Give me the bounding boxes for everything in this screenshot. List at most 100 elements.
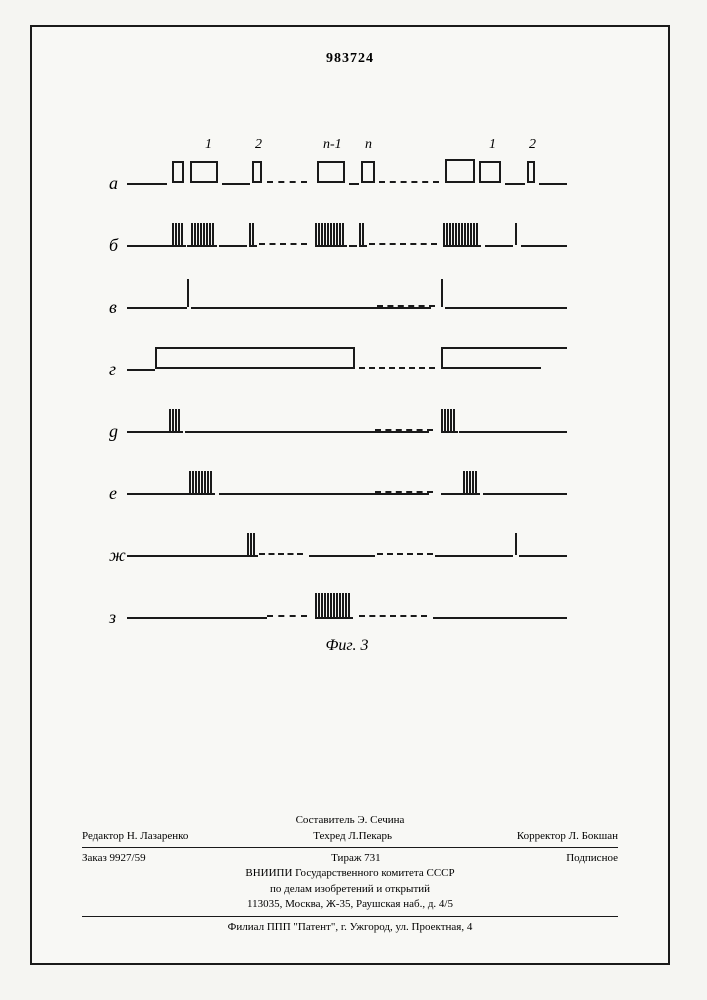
baseline-segment xyxy=(519,555,567,557)
baseline-segment xyxy=(172,245,186,247)
baseline-segment xyxy=(127,617,267,619)
pulse-outline xyxy=(361,161,375,183)
baseline-segment xyxy=(315,617,353,619)
subscription-text: Подписное xyxy=(566,851,618,866)
baseline-segment xyxy=(459,431,567,433)
baseline-segment xyxy=(349,245,357,247)
baseline-segment xyxy=(349,183,359,185)
order-text: Заказ 9927/59 xyxy=(82,851,146,866)
order-row: Заказ 9927/59 Тираж 731 Подписное xyxy=(82,851,618,866)
baseline-segment xyxy=(441,431,458,433)
baseline-dash xyxy=(375,429,433,433)
baseline-dash xyxy=(377,305,435,309)
baseline-segment xyxy=(505,183,525,185)
baseline-dash xyxy=(259,243,307,247)
pulse-burst xyxy=(315,593,351,617)
pulse-outline xyxy=(479,161,501,183)
baseline-segment xyxy=(443,245,481,247)
pulse-burst xyxy=(191,223,215,245)
waveform-row: г xyxy=(127,323,567,385)
baseline-dash xyxy=(359,615,427,619)
baseline-segment xyxy=(521,245,567,247)
waveform-row: з xyxy=(127,571,567,633)
timing-diagram: а12n-1n12бвгgeжзФиг. 3 xyxy=(127,137,567,633)
techred-text: Техред Л.Пекарь xyxy=(313,829,392,844)
baseline-segment xyxy=(127,245,172,247)
row-label: б xyxy=(109,235,118,256)
pulse-burst xyxy=(169,409,181,431)
baseline-segment xyxy=(483,493,567,495)
waveform-row: g xyxy=(127,385,567,447)
pulse-outline xyxy=(317,161,345,183)
baseline-segment xyxy=(539,183,567,185)
level-high xyxy=(441,347,541,369)
level-top-continue xyxy=(541,347,567,349)
pulse-outline xyxy=(252,161,262,183)
waveform-row: а12n-1n12 xyxy=(127,137,567,199)
row-label: e xyxy=(109,483,117,504)
row-label: г xyxy=(109,359,116,380)
baseline-segment xyxy=(435,555,513,557)
baseline-segment xyxy=(127,183,167,185)
patent-number: 983724 xyxy=(32,51,668,67)
baseline-dash xyxy=(259,553,303,557)
baseline-segment xyxy=(359,245,367,247)
waveform-row: e xyxy=(127,447,567,509)
baseline-segment xyxy=(463,493,480,495)
row-label: в xyxy=(109,297,117,318)
pulse-index-label: n xyxy=(365,137,372,153)
org-line1: ВНИИПИ Государственного комитета СССР xyxy=(82,866,618,881)
baseline-segment xyxy=(127,493,189,495)
credits-row: Редактор Н. Лазаренко Техред Л.Пекарь Ко… xyxy=(82,829,618,844)
org-line2: по делам изобретений и открытий xyxy=(82,882,618,897)
spike xyxy=(187,279,189,307)
row-label: ж xyxy=(109,545,126,566)
pulse-outline xyxy=(445,159,475,183)
baseline-segment xyxy=(127,431,169,433)
pulse-index-label: 1 xyxy=(205,137,212,153)
baseline-segment xyxy=(127,369,155,371)
baseline-segment xyxy=(315,245,347,247)
tirage-text: Тираж 731 xyxy=(331,851,381,866)
pulse-burst xyxy=(249,223,255,245)
baseline-segment xyxy=(433,617,567,619)
compiler-line: Составитель Э. Сечина xyxy=(82,813,618,828)
baseline-segment xyxy=(222,183,250,185)
baseline-dash xyxy=(377,553,433,557)
pulse-outline xyxy=(172,161,184,183)
spike xyxy=(515,533,517,555)
baseline-segment xyxy=(191,245,217,247)
baseline-segment xyxy=(249,245,257,247)
pulse-outline xyxy=(190,161,218,183)
pulse-index-label: 2 xyxy=(255,137,262,153)
figure-caption: Фиг. 3 xyxy=(127,637,567,655)
waveform-row: ж xyxy=(127,509,567,571)
baseline-segment xyxy=(219,245,247,247)
pulse-burst xyxy=(315,223,345,245)
baseline-segment xyxy=(445,307,567,309)
spike xyxy=(515,223,517,245)
corrector-text: Корректор Л. Бокшан xyxy=(517,829,618,844)
baseline-dash xyxy=(375,491,433,495)
pulse-index-label: 1 xyxy=(489,137,496,153)
baseline-dash xyxy=(267,615,307,619)
level-high xyxy=(155,347,355,369)
pulse-burst xyxy=(359,223,365,245)
baseline-segment xyxy=(247,555,258,557)
branch-line: Филиал ППП "Патент", г. Ужгород, ул. Про… xyxy=(82,920,618,935)
pulse-index-label: n-1 xyxy=(323,137,342,153)
row-label: а xyxy=(109,173,118,194)
patent-page: 983724 а12n-1n12бвгgeжзФиг. 3 Составител… xyxy=(30,25,670,965)
pulse-burst xyxy=(189,471,213,493)
address-line: 113035, Москва, Ж-35, Раушская наб., д. … xyxy=(82,897,618,912)
row-label: з xyxy=(109,607,116,628)
baseline-segment xyxy=(485,245,513,247)
baseline-segment xyxy=(127,307,187,309)
footer-block: Составитель Э. Сечина Редактор Н. Лазаре… xyxy=(82,813,618,935)
baseline-segment xyxy=(309,555,375,557)
pulse-outline xyxy=(527,161,535,183)
waveform-row: в xyxy=(127,261,567,323)
editor-text: Редактор Н. Лазаренко xyxy=(82,829,188,844)
baseline-segment xyxy=(189,493,215,495)
pulse-burst xyxy=(463,471,478,493)
